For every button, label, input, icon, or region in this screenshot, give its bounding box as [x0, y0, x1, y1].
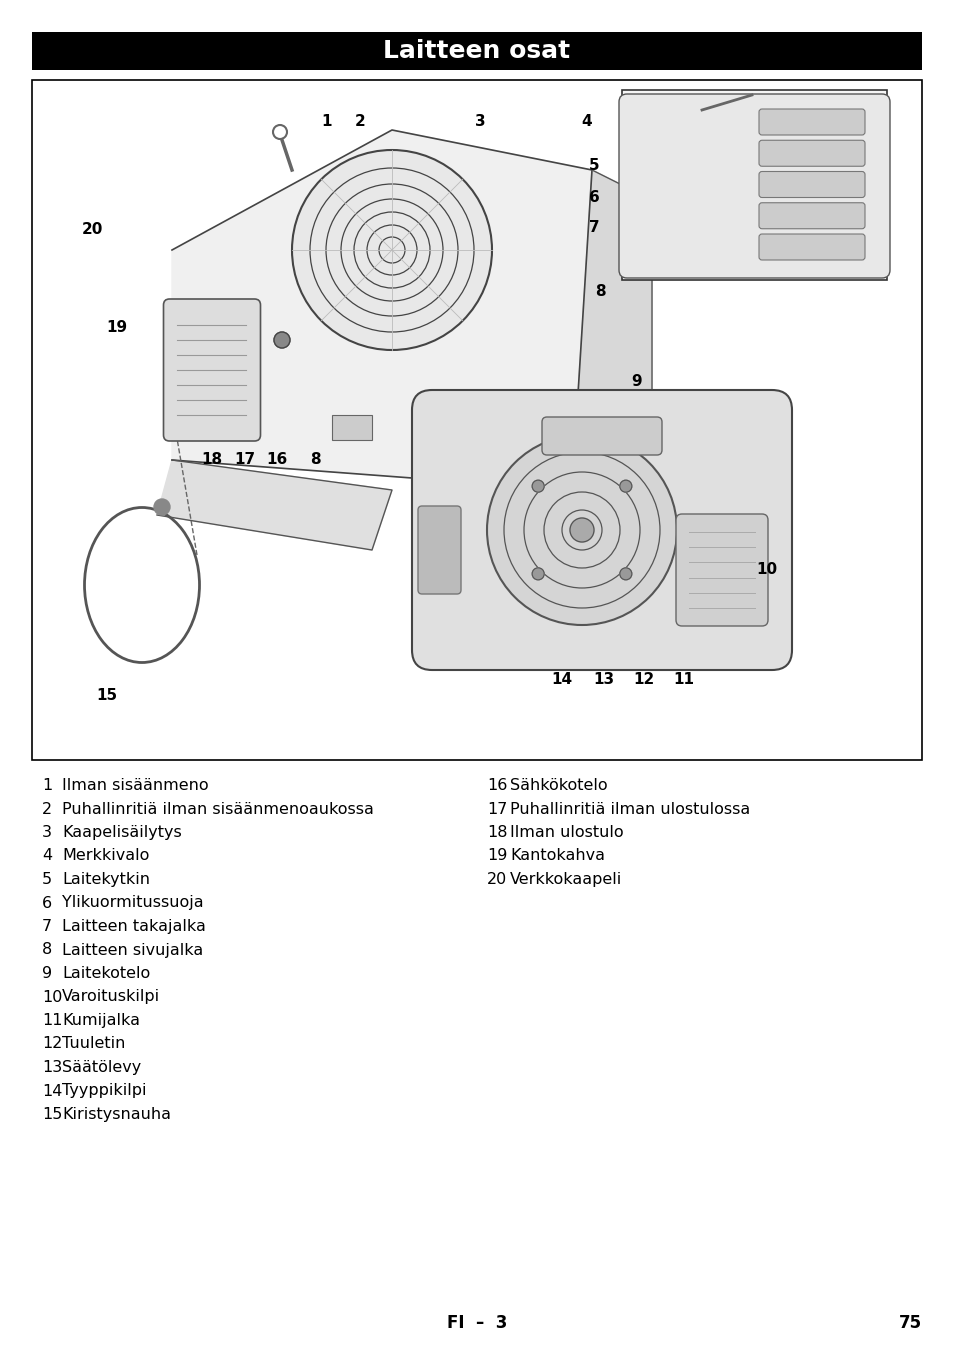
Text: Verkkokaapeli: Verkkokaapeli [510, 872, 621, 887]
Text: 18: 18 [201, 452, 222, 467]
Circle shape [619, 481, 631, 492]
Text: 11: 11 [673, 673, 694, 688]
FancyBboxPatch shape [759, 172, 864, 198]
Text: 12: 12 [633, 673, 654, 688]
Text: Laitekotelo: Laitekotelo [62, 965, 150, 982]
Text: 6: 6 [588, 190, 598, 204]
Text: 3: 3 [475, 115, 485, 130]
Text: 9: 9 [631, 375, 641, 390]
FancyBboxPatch shape [759, 110, 864, 135]
Text: 4: 4 [581, 115, 592, 130]
Text: 17: 17 [486, 802, 507, 816]
Text: 20: 20 [81, 222, 103, 237]
FancyBboxPatch shape [676, 515, 767, 626]
Bar [332, 414, 372, 440]
Text: Kantokahva: Kantokahva [510, 849, 604, 864]
Text: 7: 7 [588, 221, 598, 236]
Text: Sähkökotelo: Sähkökotelo [510, 779, 607, 793]
Circle shape [292, 150, 492, 349]
Circle shape [532, 481, 543, 492]
Text: Puhallinritiä ilman ulostulossa: Puhallinritiä ilman ulostulossa [510, 802, 749, 816]
FancyBboxPatch shape [759, 141, 864, 167]
Text: 2: 2 [355, 115, 365, 130]
Polygon shape [572, 171, 651, 490]
Text: 15: 15 [42, 1108, 62, 1122]
Circle shape [274, 332, 290, 348]
Text: 6: 6 [42, 895, 52, 910]
Circle shape [532, 567, 543, 580]
Bar [621, 89, 886, 280]
FancyBboxPatch shape [759, 203, 864, 229]
Text: Laitekytkin: Laitekytkin [62, 872, 150, 887]
Bar [32, 32, 921, 70]
Text: 16: 16 [486, 779, 507, 793]
Polygon shape [157, 460, 392, 550]
FancyBboxPatch shape [618, 93, 889, 278]
Text: 16: 16 [266, 452, 287, 467]
Text: Kaapelisäilytys: Kaapelisäilytys [62, 825, 182, 839]
Text: Tyyppikilpi: Tyyppikilpi [62, 1083, 147, 1098]
Text: 8: 8 [310, 452, 320, 467]
Text: Säätölevy: Säätölevy [62, 1060, 141, 1075]
Text: 17: 17 [234, 452, 255, 467]
Text: 13: 13 [593, 673, 614, 688]
Text: Tuuletin: Tuuletin [62, 1037, 125, 1052]
Text: Laitteen sivujalka: Laitteen sivujalka [62, 942, 203, 957]
Bar [32, 80, 921, 760]
Text: 14: 14 [42, 1083, 62, 1098]
Text: 75: 75 [898, 1313, 921, 1332]
Text: Ilman ulostulo: Ilman ulostulo [510, 825, 623, 839]
FancyBboxPatch shape [412, 390, 791, 670]
Text: 5: 5 [42, 872, 52, 887]
Circle shape [619, 567, 631, 580]
Text: 8: 8 [42, 942, 52, 957]
Text: 7: 7 [42, 919, 52, 934]
Text: 14: 14 [551, 673, 572, 688]
Text: 8: 8 [594, 284, 604, 299]
Text: FI  –  3: FI – 3 [446, 1313, 507, 1332]
Text: 10: 10 [756, 562, 777, 578]
FancyBboxPatch shape [163, 299, 260, 441]
Text: 12: 12 [42, 1037, 62, 1052]
Text: 15: 15 [96, 688, 117, 703]
FancyBboxPatch shape [417, 506, 460, 594]
Text: 1: 1 [42, 779, 52, 793]
Text: 19: 19 [107, 321, 128, 336]
FancyBboxPatch shape [541, 417, 661, 455]
Text: Ylikuormitussuoja: Ylikuormitussuoja [62, 895, 203, 910]
Text: 3: 3 [42, 825, 52, 839]
Text: 11: 11 [42, 1013, 63, 1028]
Text: Merkkivalo: Merkkivalo [62, 849, 150, 864]
Polygon shape [172, 130, 592, 490]
Text: 13: 13 [42, 1060, 62, 1075]
FancyBboxPatch shape [759, 234, 864, 260]
Text: 4: 4 [42, 849, 52, 864]
Text: 1: 1 [321, 115, 332, 130]
Text: Laitteen takajalka: Laitteen takajalka [62, 919, 206, 934]
Text: 9: 9 [42, 965, 52, 982]
Text: 18: 18 [486, 825, 507, 839]
Text: 20: 20 [486, 872, 507, 887]
Text: Kiristysnauha: Kiristysnauha [62, 1108, 171, 1122]
Circle shape [486, 435, 677, 626]
Text: Puhallinritiä ilman sisäänmenoaukossa: Puhallinritiä ilman sisäänmenoaukossa [62, 802, 374, 816]
Text: 19: 19 [486, 849, 507, 864]
Text: 2: 2 [42, 802, 52, 816]
Circle shape [153, 500, 170, 515]
Text: Varoituskilpi: Varoituskilpi [62, 990, 160, 1005]
Text: Kumijalka: Kumijalka [62, 1013, 140, 1028]
Text: Laitteen osat: Laitteen osat [383, 39, 570, 64]
Text: 5: 5 [588, 158, 598, 173]
Circle shape [569, 519, 594, 542]
Text: Ilman sisäänmeno: Ilman sisäänmeno [62, 779, 209, 793]
Text: 10: 10 [42, 990, 62, 1005]
